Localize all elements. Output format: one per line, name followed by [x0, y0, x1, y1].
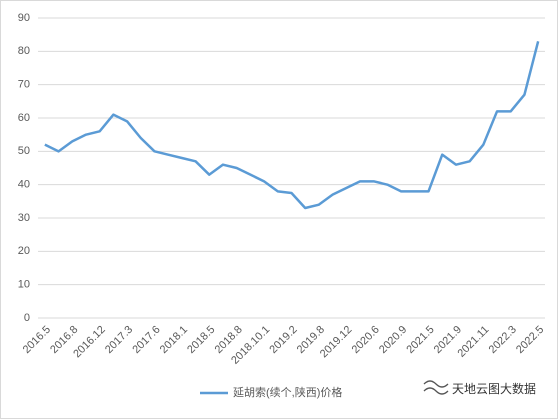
y-tick-label: 80	[18, 45, 30, 57]
data-line	[44, 41, 540, 210]
y-tick-label: 20	[18, 245, 30, 257]
legend-label: 延胡索(续个,陕西)价格	[233, 385, 342, 399]
y-tick-label: 50	[18, 145, 30, 157]
y-tick-label: 70	[18, 79, 30, 91]
y-tick-label: 10	[18, 279, 30, 291]
y-tick-label: 30	[18, 212, 30, 224]
y-tick-label: 0	[24, 312, 30, 324]
y-tick-label: 60	[18, 112, 30, 124]
watermark: 天地云图大数据	[452, 381, 536, 396]
watermark-icon	[423, 380, 449, 395]
y-tick-label: 40	[18, 179, 30, 191]
y-tick-label: 90	[18, 12, 30, 24]
